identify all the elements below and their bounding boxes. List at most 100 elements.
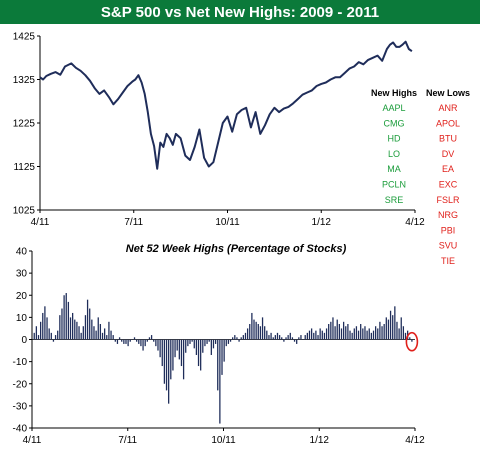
net-high-bar (219, 339, 221, 424)
net-high-bar (165, 339, 168, 391)
net-high-bar (383, 324, 385, 340)
top-y-tick-label: 1125 (13, 162, 35, 173)
net-high-bar (206, 339, 208, 344)
net-high-bar (118, 337, 121, 340)
net-high-bar (302, 339, 304, 340)
net-high-bar (114, 339, 116, 342)
new-high-ticker: LO (388, 149, 400, 159)
new-low-ticker: ANR (438, 103, 458, 113)
net-high-bar (360, 324, 362, 340)
net-high-bar (76, 321, 78, 340)
bottom-panel-title: Net 52 Week Highs (Percentage of Stocks) (126, 243, 347, 255)
net-high-bar (379, 321, 381, 340)
net-high-bar (370, 332, 373, 340)
net-high-bar (340, 328, 343, 340)
net-high-bar (217, 339, 219, 391)
net-high-bar (287, 335, 289, 340)
net-high-bar (285, 337, 287, 340)
net-high-bar (310, 328, 313, 340)
net-high-bar (144, 339, 146, 347)
net-high-bar (357, 330, 360, 340)
net-high-bar (202, 339, 204, 353)
net-high-bar (242, 335, 244, 340)
net-high-bar (150, 335, 153, 340)
net-high-bar (234, 335, 236, 340)
net-high-bar (281, 337, 283, 340)
net-high-bar (78, 326, 80, 340)
net-high-bar (385, 317, 387, 340)
net-high-bar (48, 328, 50, 340)
bottom-y-tick-label: -20 (13, 379, 28, 390)
net-high-bar (50, 332, 52, 340)
net-high-bar (404, 332, 407, 340)
net-high-bar (296, 339, 298, 344)
bottom-y-tick-label: 30 (16, 269, 28, 280)
net-high-bar (168, 339, 170, 404)
net-high-bar (74, 319, 76, 340)
net-high-bar (227, 339, 230, 344)
top-x-tick-label: 4/11 (31, 217, 50, 228)
new-high-ticker: HD (388, 134, 401, 144)
net-high-bar (268, 335, 270, 340)
net-high-bar (377, 328, 379, 340)
top-y-tick-label: 1325 (13, 75, 36, 86)
net-high-bar (257, 324, 259, 340)
net-high-bar (319, 328, 321, 340)
net-high-bar (402, 326, 405, 340)
net-high-bar (95, 330, 97, 340)
net-high-bar (313, 332, 315, 340)
net-high-bar (291, 337, 294, 340)
net-high-bar (187, 339, 189, 347)
net-high-bar (86, 299, 89, 340)
net-high-bar (225, 339, 227, 347)
latest-value-marker (405, 331, 419, 352)
net-high-bar (210, 339, 212, 355)
net-high-bar (396, 321, 398, 340)
new-high-ticker: MA (387, 164, 401, 174)
net-high-bar (368, 328, 370, 340)
new-low-ticker: DV (442, 149, 455, 159)
net-high-bar (138, 339, 140, 344)
net-high-bar (65, 293, 67, 340)
net-high-bar (193, 339, 195, 349)
top-y-tick-label: 1225 (13, 119, 36, 130)
net-high-bar (37, 335, 40, 340)
net-high-bar (283, 339, 285, 342)
net-high-bar (308, 330, 311, 340)
net-high-bar (161, 339, 163, 367)
net-high-bar (345, 326, 347, 340)
new-low-ticker: SVU (439, 241, 458, 251)
net-high-bar (127, 339, 129, 347)
net-high-bar (191, 339, 193, 342)
net-high-bar (212, 339, 215, 349)
new-low-ticker: FSLR (436, 195, 460, 205)
net-high-bar (236, 337, 238, 340)
net-high-bar (197, 339, 200, 367)
net-high-bar (264, 326, 266, 340)
net-high-bar (253, 319, 255, 340)
new-low-ticker: NRG (438, 210, 458, 220)
bottom-y-tick-label: 20 (16, 291, 28, 302)
net-high-bar (178, 339, 180, 360)
net-high-bar (93, 326, 95, 340)
net-high-bar (146, 339, 148, 342)
net-high-bar (170, 339, 172, 380)
net-high-bar (323, 332, 326, 340)
net-high-bar (110, 330, 112, 340)
net-high-bar (42, 312, 44, 340)
net-high-bar (89, 308, 91, 340)
net-high-bar (174, 339, 176, 358)
net-high-bar (232, 337, 234, 340)
top-y-tick-label: 1025 (13, 206, 36, 217)
net-high-bar (409, 337, 411, 340)
net-high-bar (411, 339, 413, 342)
net-high-bar (200, 339, 202, 371)
net-high-bar (46, 317, 48, 340)
net-high-bar (306, 332, 308, 340)
net-high-bar (332, 317, 334, 340)
bottom-y-tick-label: 10 (16, 313, 28, 324)
new-low-ticker: EA (442, 164, 454, 174)
net-high-bar (101, 332, 104, 340)
top-y-tick-label: 1425 (13, 32, 36, 43)
net-high-bar (325, 328, 328, 340)
